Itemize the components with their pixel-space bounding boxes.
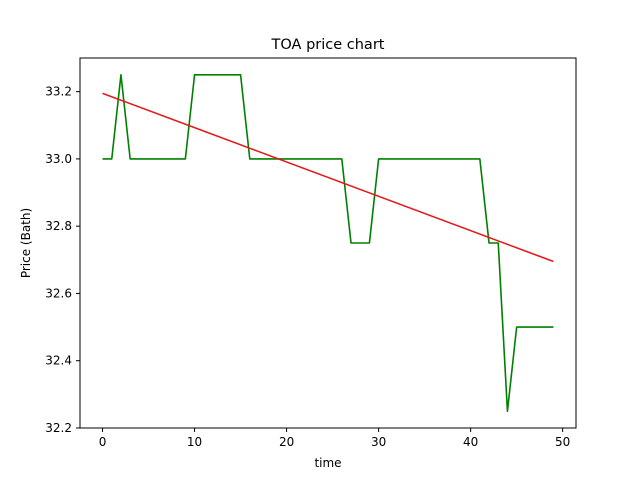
- trend-line: [102, 92, 554, 263]
- x-axis-label: time: [314, 456, 341, 470]
- y-axis: 32.2 32.4 32.6 32.8 33.0 33.2: [45, 85, 80, 435]
- x-tick-label: 10: [187, 435, 202, 449]
- x-tick-label: 50: [555, 435, 570, 449]
- y-tick-label: 32.2: [45, 421, 72, 435]
- series-layer: [102, 74, 554, 412]
- x-tick-label: 40: [463, 435, 478, 449]
- x-tick-label: 20: [279, 435, 294, 449]
- y-tick-label: 32.4: [45, 354, 72, 368]
- x-tick-label: 0: [99, 435, 107, 449]
- y-tick-label: 33.0: [45, 152, 72, 166]
- x-tick-label: 30: [371, 435, 386, 449]
- x-axis: 0 10 20 30 40 50: [99, 428, 570, 449]
- y-tick-label: 32.6: [45, 286, 72, 300]
- y-tick-label: 32.8: [45, 219, 72, 233]
- y-axis-label: Price (Bath): [19, 208, 33, 278]
- plot-area-frame: [79, 57, 577, 429]
- y-tick-label: 33.2: [45, 85, 72, 99]
- chart-title: TOA price chart: [271, 37, 385, 53]
- price-series-line: [102, 74, 554, 412]
